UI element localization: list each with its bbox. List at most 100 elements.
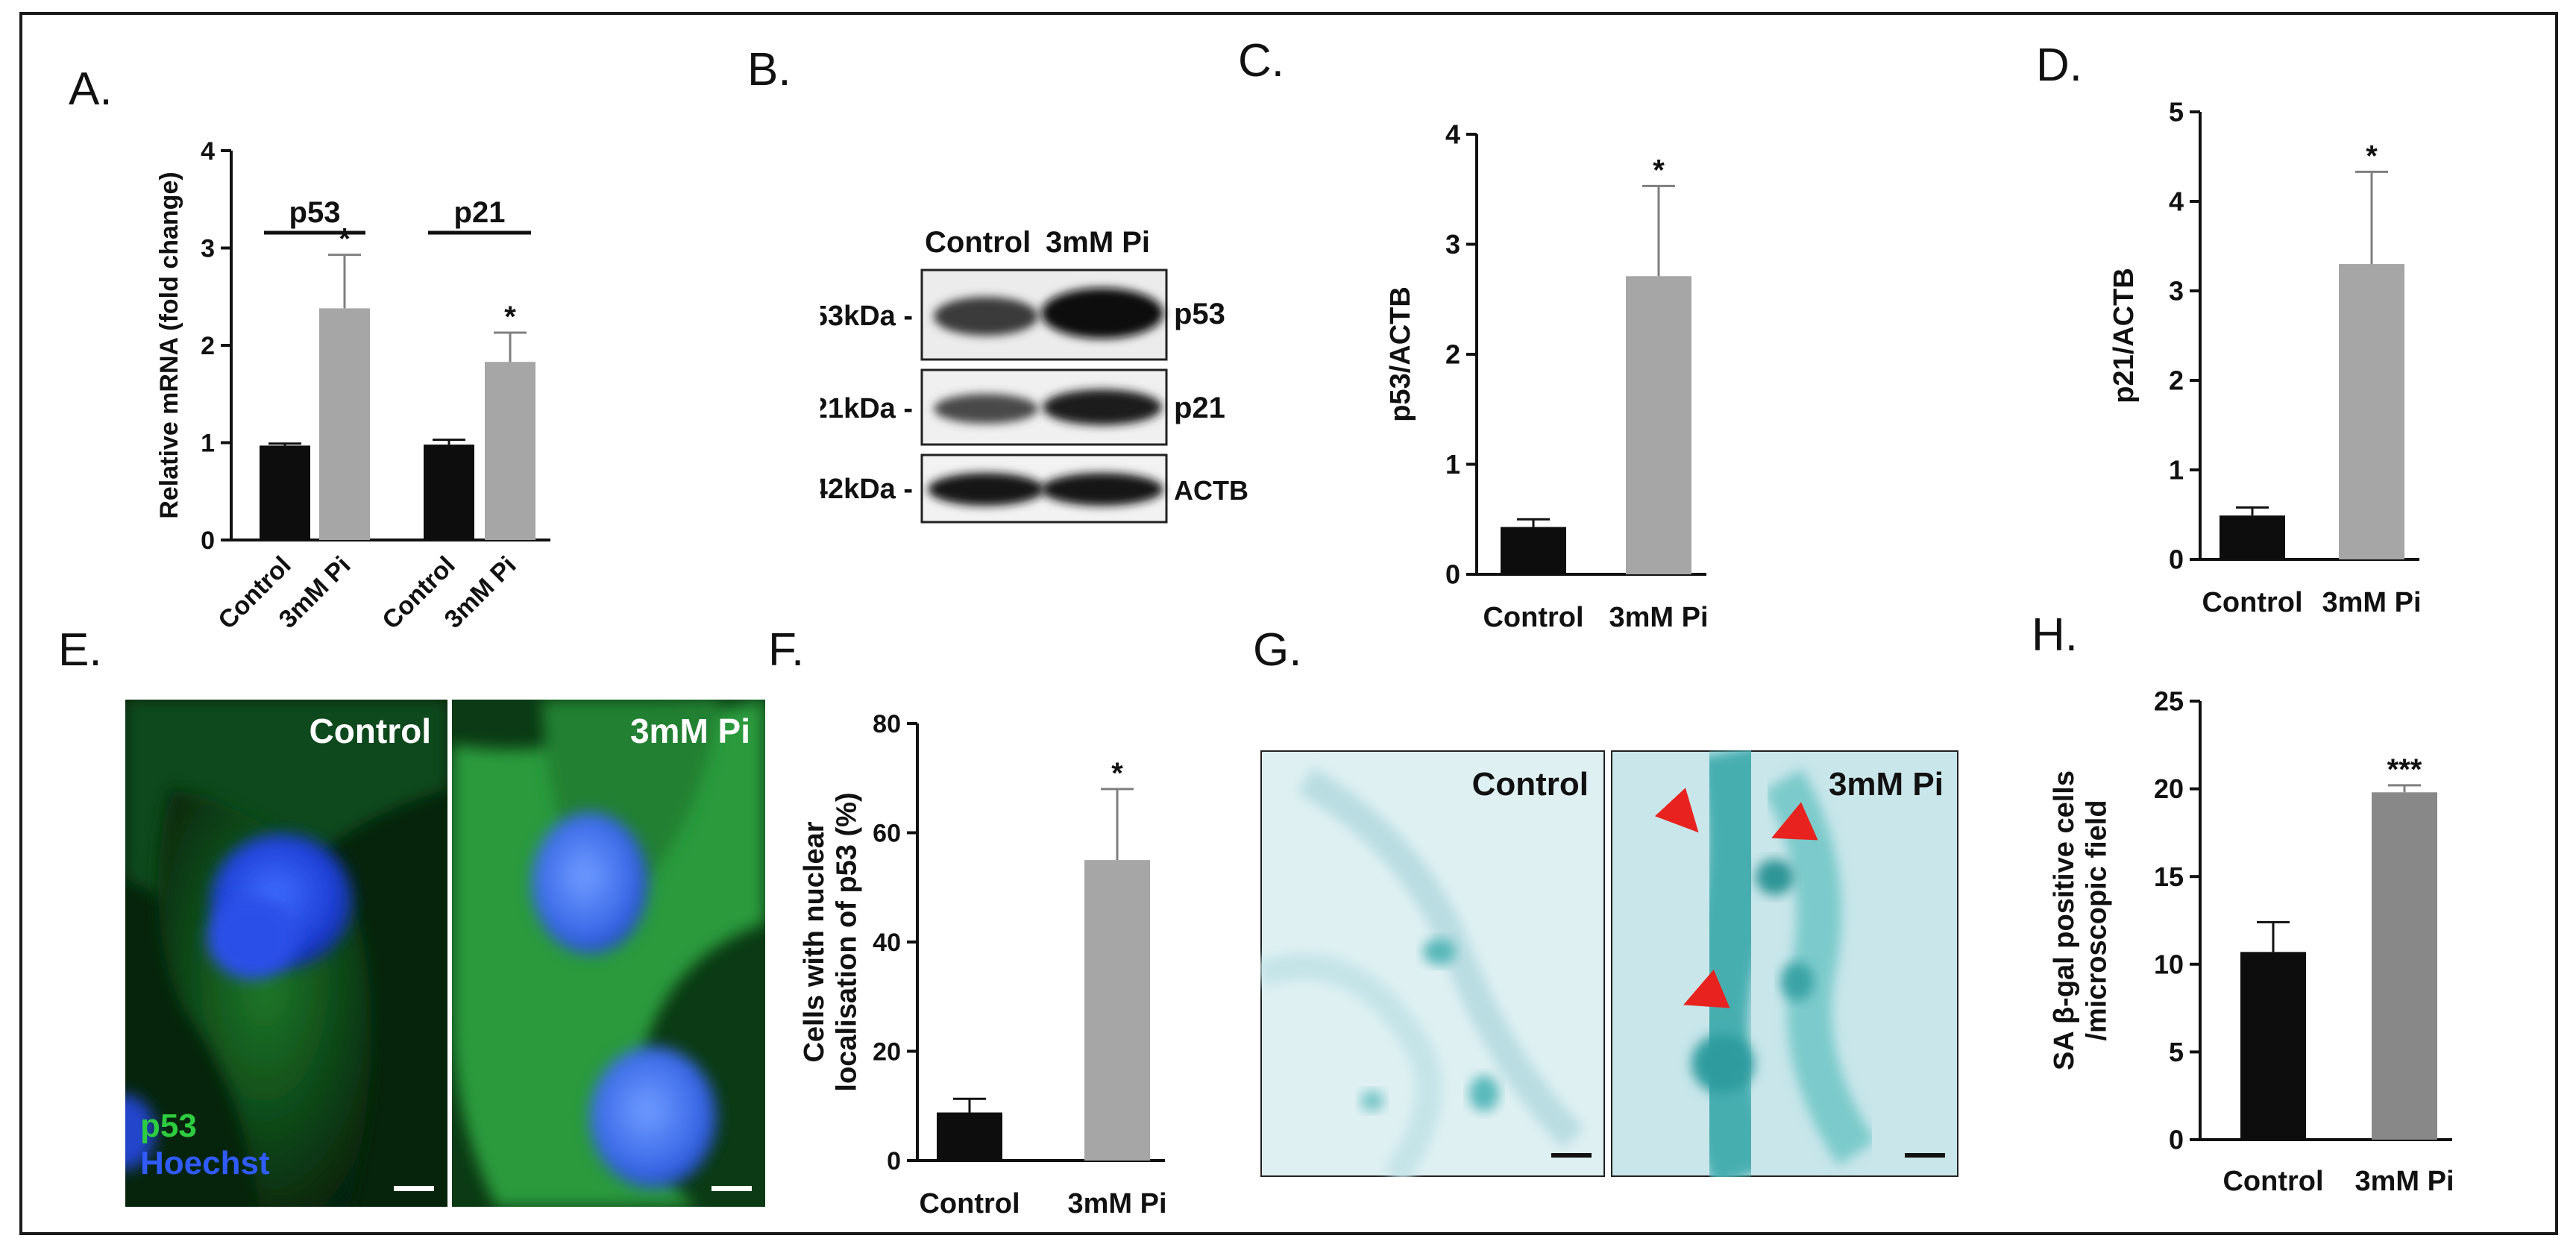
micrograph-e-3mm-pi: 3mM Pi [452, 700, 765, 1207]
western-blot: Control 3mM Pi 53kDa - 21kDa - 42kDa - p… [820, 226, 1248, 524]
micrograph-g-control: Control [1260, 750, 1605, 1177]
blot-label-actb: ACTB [1174, 475, 1248, 506]
sig-marker-D-1: * [2366, 139, 2378, 172]
y-tick-label-A-0: 0 [201, 527, 215, 555]
y-axis-label-A: Relative mRNA (fold change) [155, 172, 183, 518]
y-tick-label-F-1: 20 [873, 1037, 901, 1066]
sig-marker-A-1: * [339, 223, 351, 256]
micro-e-legend-p53: p53 [140, 1108, 197, 1144]
blot-band-p53-control [934, 297, 1038, 336]
y-tick-label-F-2: 40 [873, 929, 901, 957]
blot-band-p53-pi [1041, 288, 1163, 339]
micro-e-label-3mm-pi: 3mM Pi [630, 712, 750, 750]
sig-marker-C-1: * [1653, 154, 1665, 186]
y-tick-label-D-1: 1 [2169, 455, 2184, 486]
micro-e-legend-hoechst: Hoechst [140, 1145, 270, 1181]
y-tick-label-A-3: 3 [201, 234, 215, 263]
x-label-H-1: 3mM Pi [2354, 1166, 2454, 1197]
sig-marker-F-1: * [1111, 757, 1123, 790]
sig-marker-A-3: * [504, 301, 516, 333]
bar-C-0 [1501, 527, 1566, 574]
bar-A-2 [424, 445, 474, 540]
chart-c-p53-actb: 0 1 2 3 4 p53/ACTB * Control 3mM Pi [1385, 119, 1709, 633]
blot-header-3mm-pi: 3mM Pi [1046, 226, 1150, 259]
x-label-C-1: 3mM Pi [1609, 602, 1708, 633]
y-axis-label-D: p21/ACTB [2108, 268, 2140, 404]
x-label-C-0: Control [1483, 602, 1583, 633]
scale-bar-g-control [1551, 1153, 1592, 1158]
y-tick-label-F-3: 60 [873, 819, 901, 847]
y-tick-label-C-4: 4 [1445, 119, 1460, 150]
sig-marker-H-1: *** [2387, 753, 2422, 786]
chart-f-nuclear-p53: 0 20 40 60 80 Cells with nuclear localisation … [799, 710, 1167, 1219]
y-tick-label-F-4: 80 [873, 710, 901, 738]
y-tick-label-H-4: 20 [2154, 773, 2184, 804]
y-tick-label-C-2: 2 [1445, 339, 1460, 370]
x-label-D-1: 3mM Pi [2322, 587, 2421, 618]
panel-label-c: C. [1238, 35, 1284, 87]
y-tick-label-D-4: 4 [2169, 186, 2184, 217]
micrograph-e-control: Control p53 Hoechst [125, 700, 447, 1207]
y-tick-label-C-1: 1 [1445, 449, 1460, 480]
bar-H-0 [2240, 952, 2306, 1140]
y-tick-label-D-5: 5 [2169, 97, 2184, 128]
y-tick-label-A-1: 1 [201, 429, 215, 457]
y-tick-label-A-4: 4 [201, 137, 215, 166]
bar-A-1 [319, 308, 370, 540]
y-tick-label-H-3: 15 [2154, 861, 2184, 892]
x-label-F-0: Control [919, 1188, 1020, 1219]
bar-F-0 [937, 1112, 1002, 1161]
scale-bar-g-pi [1905, 1153, 1945, 1158]
y-axis-label-H-0: SA β-gal positive cells [2049, 770, 2080, 1070]
bar-C-1 [1626, 276, 1691, 574]
scale-bar-e-control [394, 1186, 434, 1191]
micro-e-label-control: Control [309, 712, 431, 750]
x-label-F-1: 3mM Pi [1067, 1188, 1166, 1219]
x-label-H-0: Control [2222, 1166, 2323, 1197]
micro-g-label-3mm-pi: 3mM Pi [1829, 766, 1944, 803]
y-axis-label-C: p53/ACTB [1385, 286, 1416, 422]
bar-H-1 [2372, 792, 2437, 1140]
y-tick-label-H-5: 25 [2154, 686, 2184, 717]
blot-band-actb-control [928, 473, 1044, 506]
chart-d-p21-actb: 0 1 2 3 4 5 p21/ACTB * Control 3mM Pi [2108, 97, 2422, 618]
bar-D-0 [2220, 515, 2285, 559]
panel-label-d: D. [2036, 40, 2082, 91]
bar-F-1 [1084, 860, 1150, 1161]
y-tick-label-H-2: 10 [2154, 949, 2184, 979]
panel-label-h: H. [2032, 609, 2078, 661]
y-axis-label-H-1: /microscopic field [2082, 800, 2113, 1040]
y-tick-label-A-2: 2 [201, 332, 215, 360]
micro-g-label-control: Control [1472, 766, 1589, 803]
group-label-p53: p53 [289, 196, 341, 229]
y-axis-label-F-1: localisation of p53 (%) [832, 792, 863, 1091]
blot-band-p21-control [934, 394, 1038, 424]
scale-bar-e-pi [711, 1186, 752, 1191]
blot-band-actb-pi [1041, 473, 1163, 506]
y-tick-label-C-3: 3 [1445, 229, 1460, 260]
arrow-marker-1 [1654, 788, 1699, 833]
panel-label-f: F. [768, 624, 805, 676]
figure-frame [19, 12, 2558, 1235]
arrow-marker-3 [1683, 969, 1730, 1008]
y-tick-label-D-2: 2 [2169, 365, 2184, 396]
blot-mw-53: 53kDa - [820, 301, 913, 332]
y-tick-label-H-0: 0 [2169, 1125, 2184, 1155]
y-tick-label-F-0: 0 [887, 1147, 901, 1175]
panel-label-b: B. [747, 44, 791, 95]
y-tick-label-D-3: 3 [2169, 276, 2184, 307]
micrograph-g-3mm-pi: 3mM Pi [1611, 750, 1958, 1177]
bar-A-0 [260, 445, 310, 540]
y-tick-label-H-1: 5 [2169, 1037, 2184, 1067]
y-axis-label-F-0: Cells with nuclear [799, 821, 830, 1062]
x-label-D-0: Control [2202, 587, 2302, 618]
group-label-p21: p21 [454, 196, 506, 229]
bar-A-3 [485, 362, 535, 540]
panel-label-a: A. [69, 63, 113, 115]
y-tick-label-D-0: 0 [2169, 544, 2184, 575]
blot-label-p21: p21 [1174, 392, 1225, 424]
panel-label-e: E. [58, 624, 102, 676]
blot-label-p53: p53 [1174, 298, 1225, 330]
chart-h-sa-bgal: 0 5 10 15 20 25 SA β-gal positive cells/micros… [2049, 686, 2454, 1197]
